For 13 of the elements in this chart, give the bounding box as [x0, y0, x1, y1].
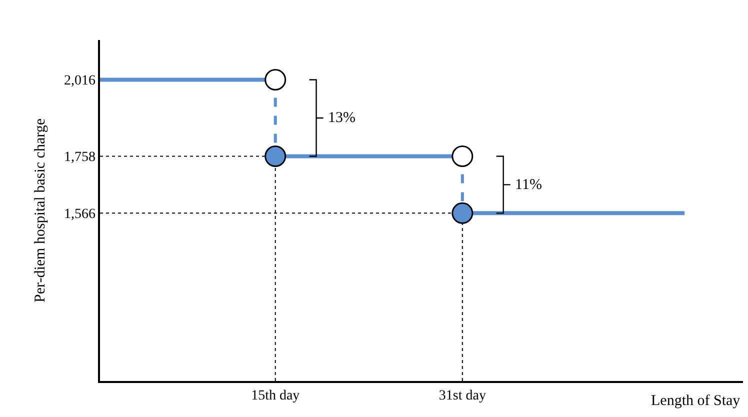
- point: [452, 202, 474, 224]
- x-tick-label: 15th day: [251, 388, 300, 404]
- point: [264, 68, 286, 90]
- x-axis-title: Length of Stay: [651, 393, 741, 409]
- annotation: 13%: [328, 110, 356, 126]
- y-tick-label: 2,016: [64, 74, 96, 89]
- y-tick-label: 1,758: [64, 150, 96, 166]
- point: [452, 145, 474, 167]
- x-tick-label: 31st day: [438, 388, 486, 404]
- y-axis-title: Per-diem hospital basic charge: [32, 118, 49, 302]
- point: [264, 145, 286, 167]
- annotation: 11%: [515, 177, 542, 193]
- y-tick-label: 1,566: [64, 207, 96, 222]
